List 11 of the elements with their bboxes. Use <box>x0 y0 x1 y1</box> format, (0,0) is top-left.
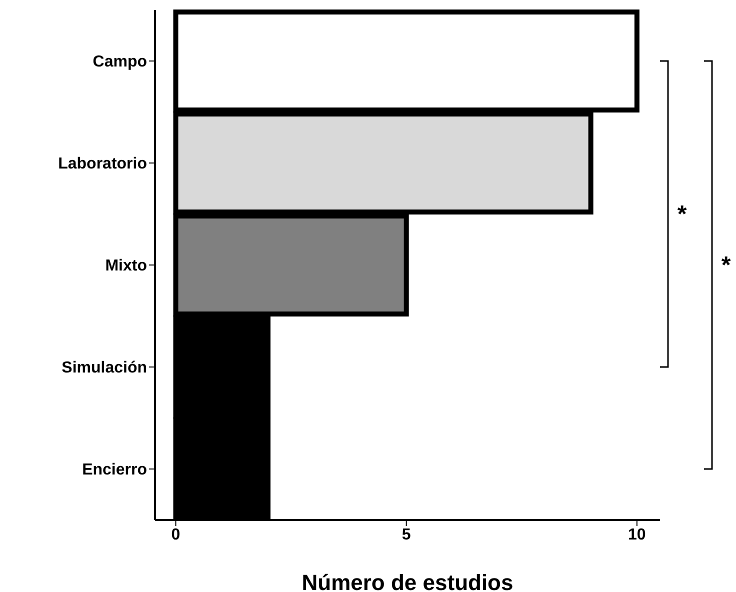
text: * <box>677 201 688 228</box>
x-tick-label: 10 <box>628 526 646 544</box>
text: * <box>721 252 732 279</box>
x-axis-title: Número de estudios <box>302 570 514 592</box>
y-tick-label: Campo <box>92 54 148 71</box>
y-tick-label: Laboratorio <box>58 156 148 173</box>
y-tick-label: Encierro <box>82 462 148 479</box>
y-tick-label: Mixto <box>105 258 148 275</box>
x-tick-label: 0 <box>171 526 180 544</box>
y-tick-label: Simulación <box>62 360 147 377</box>
x-tick-label: 5 <box>402 526 411 544</box>
